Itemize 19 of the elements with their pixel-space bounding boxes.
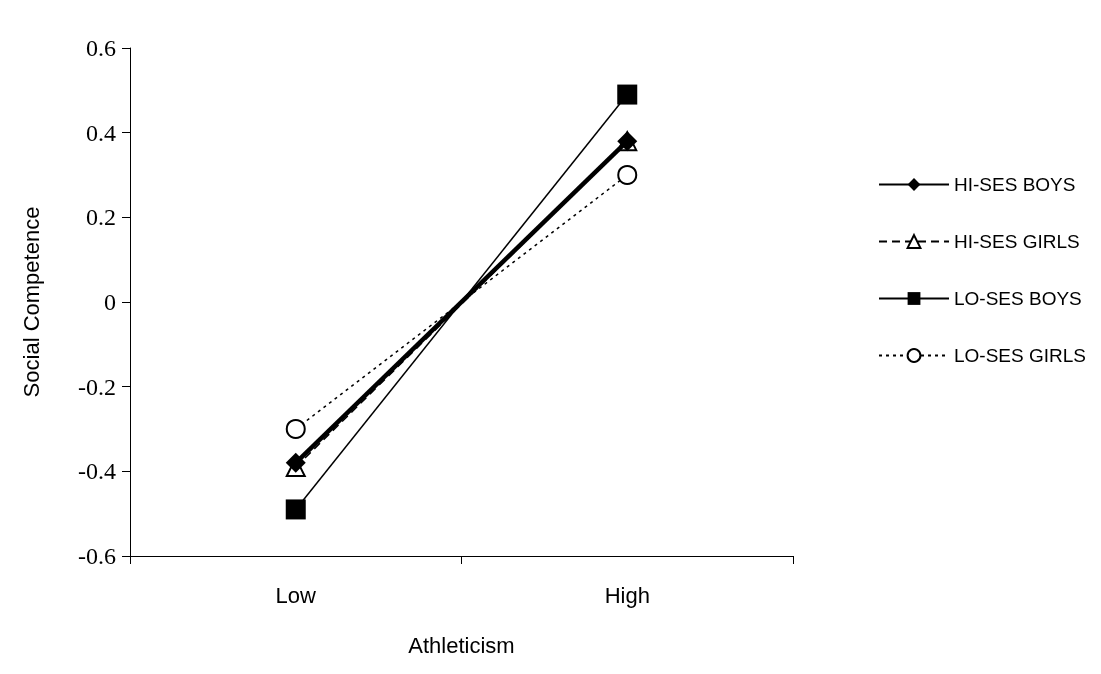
y-axis-title: Social Competence (18, 206, 44, 398)
y-tick-label: 0 (104, 289, 116, 315)
point (617, 84, 638, 105)
point (617, 165, 638, 185)
legend-label: HI-SES BOYS (954, 174, 1076, 195)
y-tick-label: -0.4 (78, 458, 116, 485)
legend-label: LO-SES GIRLS (954, 345, 1087, 366)
x-tick-label: High (604, 582, 650, 608)
legend-label: HI-SES GIRLS (954, 231, 1080, 252)
y-tick-label: -0.6 (78, 543, 116, 569)
x-tick-label: Low (275, 582, 317, 608)
y-tick-label: 0.6 (86, 35, 116, 61)
point (285, 499, 306, 520)
y-tick-label: 0.2 (86, 204, 116, 231)
y-tick-label: -0.2 (78, 373, 116, 400)
x-axis-title: Athleticism (408, 632, 515, 658)
legend-label: LO-SES BOYS (954, 288, 1082, 309)
y-tick-label: 0.4 (86, 119, 116, 146)
point (285, 419, 306, 439)
